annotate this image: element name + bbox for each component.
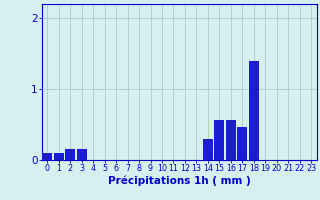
X-axis label: Précipitations 1h ( mm ): Précipitations 1h ( mm ) — [108, 176, 251, 186]
Bar — [43, 153, 52, 160]
Bar — [237, 127, 247, 160]
Bar — [249, 61, 259, 160]
Bar — [203, 139, 213, 160]
Bar — [54, 153, 64, 160]
Bar — [214, 120, 224, 160]
Bar — [65, 149, 75, 160]
Bar — [77, 149, 87, 160]
Bar — [226, 120, 236, 160]
